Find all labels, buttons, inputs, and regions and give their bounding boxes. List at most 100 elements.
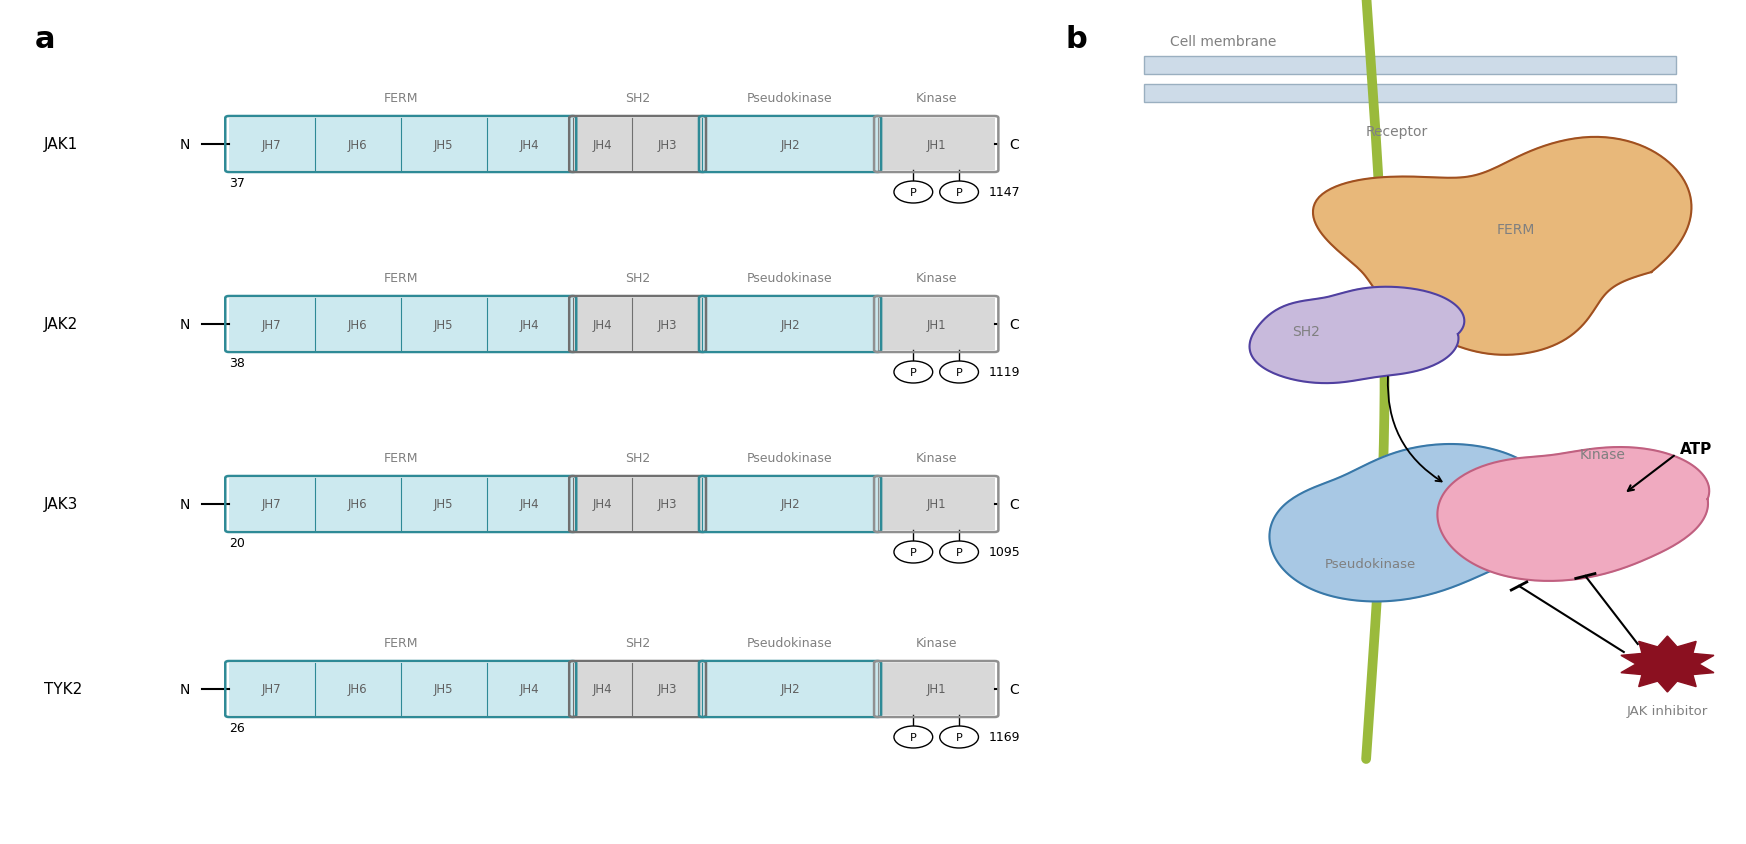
Bar: [229, 119, 314, 170]
Bar: [632, 479, 702, 530]
Text: C: C: [1009, 682, 1018, 696]
Text: JH4: JH4: [592, 683, 613, 695]
Text: SH2: SH2: [625, 452, 650, 464]
Bar: [878, 663, 995, 715]
Text: C: C: [1009, 497, 1018, 511]
Bar: [402, 479, 487, 530]
Text: P: P: [955, 548, 962, 557]
Text: Kinase: Kinase: [915, 452, 957, 464]
Text: JH3: JH3: [658, 318, 677, 331]
Bar: [229, 299, 314, 350]
Text: JH6: JH6: [347, 683, 368, 695]
Bar: [702, 299, 878, 350]
Text: N: N: [180, 497, 190, 511]
Text: JH1: JH1: [927, 498, 946, 511]
Text: P: P: [955, 187, 962, 197]
Bar: [702, 663, 878, 715]
Text: Kinase: Kinase: [915, 636, 957, 649]
Polygon shape: [1269, 445, 1550, 602]
Text: JAK1: JAK1: [44, 138, 79, 152]
Text: JH2: JH2: [780, 498, 800, 511]
Text: JH4: JH4: [520, 318, 540, 331]
Text: JH7: JH7: [262, 498, 281, 511]
Text: JH3: JH3: [658, 683, 677, 695]
Text: JAK2: JAK2: [44, 317, 79, 332]
Text: JH4: JH4: [592, 498, 613, 511]
Bar: [878, 299, 995, 350]
Text: JH5: JH5: [435, 498, 454, 511]
Polygon shape: [1313, 138, 1692, 355]
Text: JH5: JH5: [435, 318, 454, 331]
Text: FERM: FERM: [384, 636, 417, 649]
Text: C: C: [1009, 317, 1018, 332]
Text: JH4: JH4: [520, 498, 540, 511]
Text: 37: 37: [229, 176, 244, 190]
Text: P: P: [910, 548, 917, 557]
Bar: [702, 119, 878, 170]
Text: JH6: JH6: [347, 498, 368, 511]
Bar: [487, 119, 573, 170]
Text: SH2: SH2: [625, 636, 650, 649]
Polygon shape: [1620, 636, 1715, 692]
Text: JH1: JH1: [927, 138, 946, 151]
Text: Receptor: Receptor: [1365, 125, 1428, 138]
Bar: [632, 299, 702, 350]
Text: Pseudokinase: Pseudokinase: [747, 272, 833, 284]
Text: FERM: FERM: [384, 272, 417, 284]
Text: P: P: [955, 368, 962, 377]
Text: Pseudokinase: Pseudokinase: [747, 92, 833, 105]
Text: TYK2: TYK2: [44, 682, 82, 696]
Text: ATP: ATP: [1680, 442, 1711, 457]
Text: FERM: FERM: [384, 92, 417, 105]
Bar: [702, 479, 878, 530]
Bar: [314, 479, 402, 530]
Text: 26: 26: [229, 721, 244, 734]
Text: Cell membrane: Cell membrane: [1170, 35, 1276, 49]
Text: b: b: [1065, 25, 1086, 54]
Text: SH2: SH2: [1292, 325, 1320, 338]
Text: 1169: 1169: [988, 731, 1021, 744]
Bar: [632, 119, 702, 170]
Text: P: P: [910, 368, 917, 377]
Text: JH7: JH7: [262, 138, 281, 151]
Text: JH1: JH1: [927, 683, 946, 695]
Circle shape: [939, 181, 978, 203]
Text: 1147: 1147: [988, 187, 1021, 199]
Bar: [314, 299, 402, 350]
Text: Pseudokinase: Pseudokinase: [747, 636, 833, 649]
Text: C: C: [1009, 138, 1018, 152]
Text: Pseudokinase: Pseudokinase: [1325, 558, 1416, 571]
Text: JH6: JH6: [347, 138, 368, 151]
Text: JH2: JH2: [780, 318, 800, 331]
Bar: [573, 663, 632, 715]
Bar: [229, 663, 314, 715]
Text: 1095: 1095: [988, 546, 1021, 559]
Text: JH3: JH3: [658, 138, 677, 151]
Text: JH7: JH7: [262, 683, 281, 695]
Bar: [878, 119, 995, 170]
Bar: [878, 479, 995, 530]
Bar: [573, 479, 632, 530]
Text: a: a: [35, 25, 56, 54]
Text: SH2: SH2: [625, 272, 650, 284]
Text: JH4: JH4: [592, 318, 613, 331]
Text: Pseudokinase: Pseudokinase: [747, 452, 833, 464]
Bar: [573, 299, 632, 350]
Text: JH3: JH3: [658, 498, 677, 511]
Text: Kinase: Kinase: [915, 92, 957, 105]
Text: P: P: [910, 187, 917, 197]
Bar: [229, 479, 314, 530]
Bar: [487, 663, 573, 715]
Text: JH5: JH5: [435, 138, 454, 151]
Text: FERM: FERM: [384, 452, 417, 464]
Text: P: P: [910, 732, 917, 742]
Circle shape: [894, 181, 932, 203]
Text: 1119: 1119: [988, 366, 1021, 379]
Text: P: P: [955, 732, 962, 742]
Text: SH2: SH2: [625, 92, 650, 105]
Text: JAK3: JAK3: [44, 497, 79, 512]
Text: JH5: JH5: [435, 683, 454, 695]
Bar: [314, 119, 402, 170]
Text: FERM: FERM: [1496, 223, 1535, 236]
Text: JH2: JH2: [780, 138, 800, 151]
